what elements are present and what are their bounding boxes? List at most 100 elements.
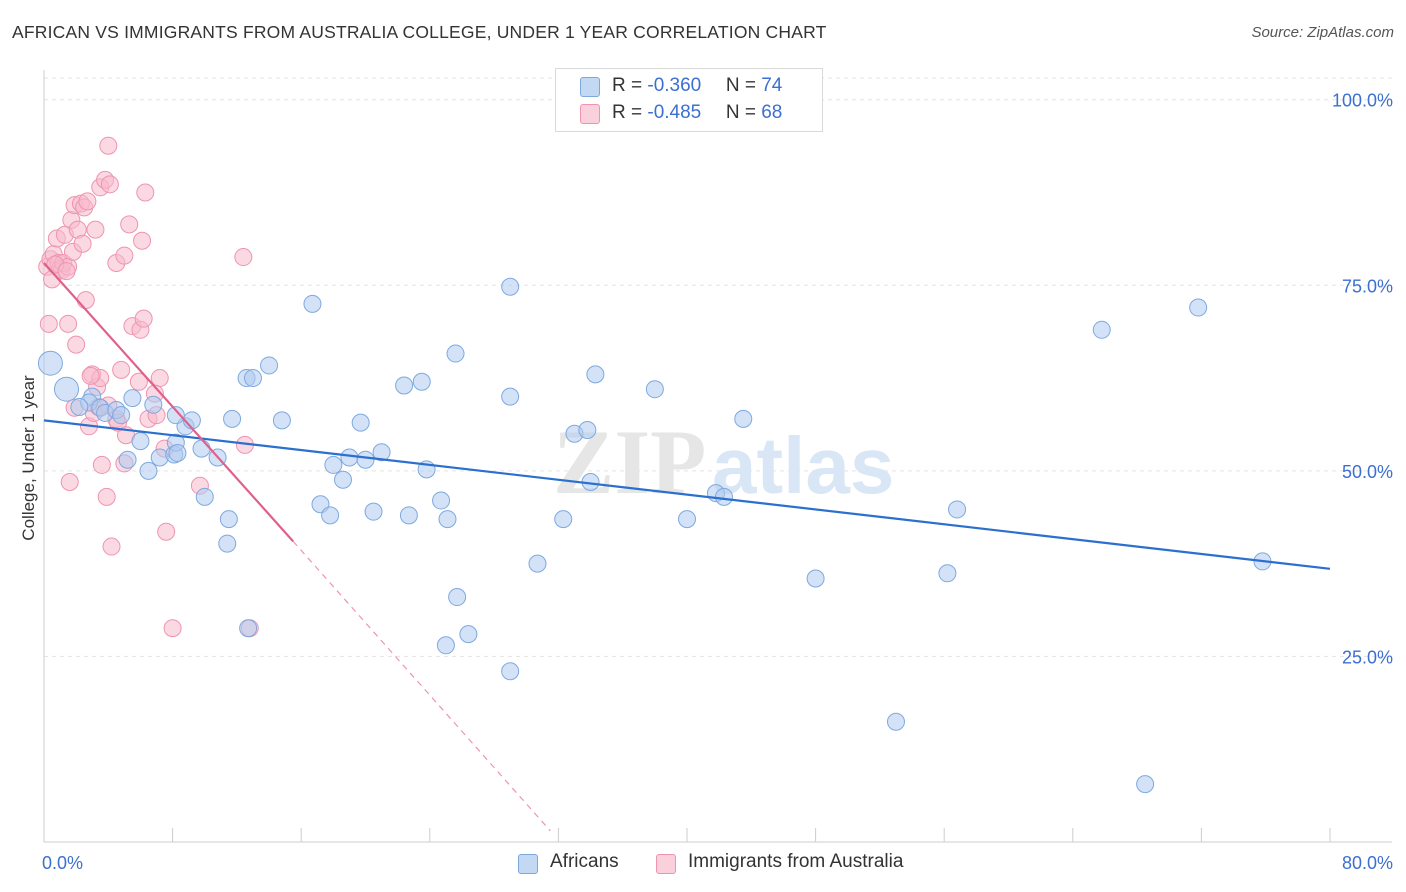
africans-point <box>37 350 63 376</box>
immigrants-point <box>78 192 97 211</box>
immigrants-point <box>76 291 95 310</box>
immigrants-point <box>163 619 182 638</box>
africans-point <box>131 432 150 451</box>
immigrants-point <box>115 246 134 265</box>
africans-point <box>578 421 597 440</box>
axes <box>43 70 1392 843</box>
africans-point <box>123 389 142 408</box>
africans-point <box>144 395 163 414</box>
immigrants-point <box>100 175 119 194</box>
africans-point <box>1189 298 1208 317</box>
immigrants-point <box>120 215 139 234</box>
africans-point <box>501 662 520 681</box>
legend-swatch-immigrants <box>580 104 600 124</box>
y-tick-label: 50.0% <box>1342 462 1393 482</box>
bottom-legend-label-africans: Africans <box>550 851 619 872</box>
y-tick-label: 25.0% <box>1342 647 1393 667</box>
legend-n-value: 74 <box>761 75 783 96</box>
immigrants-trend-extension <box>292 540 551 832</box>
legend-n-label: N = <box>725 102 762 123</box>
africans-point <box>501 277 520 296</box>
africans-point <box>260 356 279 375</box>
africans-point <box>218 534 237 553</box>
watermark-atlas: atlas <box>712 421 894 510</box>
immigrants-point <box>134 309 153 328</box>
legend-r-label: R = <box>612 102 648 123</box>
immigrants-point <box>97 487 116 506</box>
africans-point <box>501 387 520 406</box>
immigrants-point <box>73 234 92 253</box>
legend-r-value: -0.485 <box>647 102 702 123</box>
africans-point <box>372 443 391 462</box>
africans-point <box>324 455 343 474</box>
immigrants-point <box>150 369 169 388</box>
africans-point <box>139 461 158 480</box>
africans-point <box>272 411 291 430</box>
legend-n-value: 68 <box>761 102 783 123</box>
legend-r-value: -0.360 <box>647 75 702 96</box>
africans-point <box>528 554 547 573</box>
africans-point <box>351 413 370 432</box>
immigrants-point <box>102 537 121 556</box>
immigrants-point <box>39 314 58 333</box>
africans-point <box>886 712 905 731</box>
immigrants-trend-line <box>43 262 294 543</box>
africans-point <box>678 510 696 529</box>
chart-title: AFRICAN VS IMMIGRANTS FROM AUSTRALIA COL… <box>12 22 827 42</box>
africans-point <box>340 448 359 467</box>
africans-point <box>1136 775 1155 794</box>
africans-trend-line <box>43 419 1331 570</box>
immigrants-point <box>234 248 253 267</box>
africans-point <box>446 344 465 363</box>
immigrants-point <box>133 231 152 250</box>
immigrants-point <box>81 366 100 385</box>
immigrants-point <box>86 220 105 239</box>
africans-point <box>54 376 80 402</box>
immigrants-point <box>129 372 148 391</box>
immigrants-point <box>157 522 176 541</box>
africans-point <box>364 502 383 521</box>
y-axis-label: College, Under 1 year <box>19 375 38 541</box>
x-tick-label-max: 80.0% <box>1342 853 1393 873</box>
source-label: Source: ZipAtlas.com <box>1251 24 1394 41</box>
africans-point <box>321 506 340 525</box>
immigrants-point <box>60 472 79 491</box>
tick-labels: 25.0% 50.0% 75.0% 100.0% 0.0% 80.0% <box>42 91 1393 873</box>
africans-point <box>459 625 478 644</box>
africans-point <box>356 450 375 469</box>
immigrants-point <box>67 335 86 354</box>
bottom-legend-label-immigrants: Immigrants from Australia <box>688 851 904 872</box>
africans-point <box>223 409 242 428</box>
africans-point <box>1092 320 1111 339</box>
immigrants-point <box>136 183 155 202</box>
africans-point <box>438 510 457 529</box>
immigrants-point <box>112 360 131 379</box>
africans-point <box>938 564 957 583</box>
immigrants-point <box>99 136 118 155</box>
trend-lines <box>43 262 1331 832</box>
africans-point <box>554 510 573 529</box>
africans-point <box>118 450 137 469</box>
africans-point <box>948 500 967 519</box>
africans-point <box>586 365 605 384</box>
legend-swatch-africans <box>580 77 600 97</box>
y-tick-label: 75.0% <box>1342 276 1393 296</box>
africans-point <box>395 376 414 395</box>
gridlines <box>44 77 1392 657</box>
africans-point <box>192 439 211 458</box>
africans-point <box>239 619 258 638</box>
africans-point <box>333 470 352 489</box>
africans-point <box>112 406 131 425</box>
africans-point <box>70 398 89 417</box>
africans-point <box>432 491 451 510</box>
africans-point <box>243 369 262 388</box>
africans-point <box>219 510 238 529</box>
x-tick-label-min: 0.0% <box>42 853 83 873</box>
africans-point <box>645 380 664 399</box>
immigrants-point <box>57 262 76 281</box>
africans-point <box>399 506 418 525</box>
africans-points <box>37 277 1272 794</box>
africans-point <box>166 406 185 425</box>
africans-point <box>412 372 431 391</box>
